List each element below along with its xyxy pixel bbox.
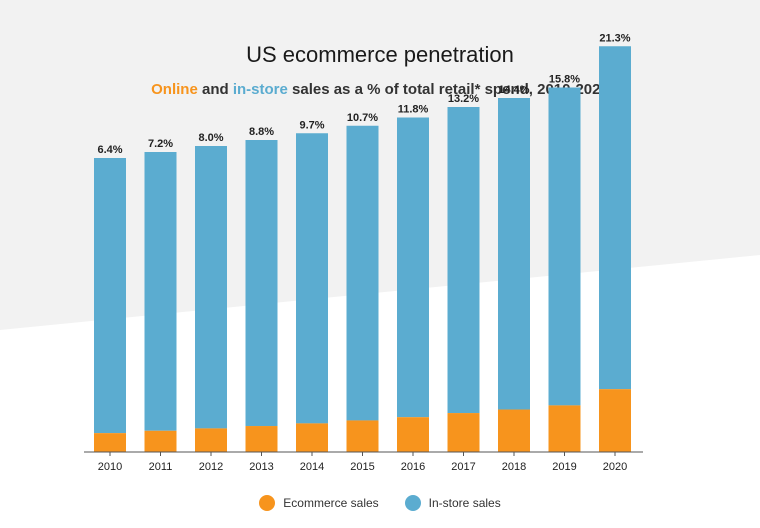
- data-label-2012: 8.0%: [198, 132, 223, 144]
- x-tick-label-2017: 2017: [451, 461, 475, 473]
- data-labels-group: 6.4% 7.2% 8.0% 8.8% 9.7% 10.7% 11.8% 13.2% 14.4%…: [97, 32, 630, 156]
- bar-ecommerce-2016: [397, 417, 429, 452]
- bars-group: [94, 46, 631, 452]
- bar-instore-2019: [548, 87, 581, 406]
- x-tick-label-2016: 2016: [401, 461, 425, 473]
- bar-instore-2010: [94, 158, 126, 434]
- x-tick-label-2015: 2015: [350, 461, 374, 473]
- x-tick-label-2012: 2012: [199, 461, 223, 473]
- data-label-2019: 15.8%: [549, 74, 580, 86]
- subtitle-rest: sales as a % of total retail* spend, 201…: [287, 81, 609, 98]
- legend-dot-ecommerce: [259, 495, 276, 511]
- x-tick-label-2019: 2019: [552, 461, 576, 473]
- legend-item-instore: In-store sales: [404, 495, 501, 511]
- subtitle-and: and: [197, 81, 233, 98]
- x-tick-label-2010: 2010: [98, 461, 122, 473]
- data-label-2014: 9.7%: [299, 119, 324, 131]
- x-tick-label-2014: 2014: [300, 461, 324, 473]
- bar-instore-2017: [447, 107, 480, 414]
- x-tick-label-2020: 2020: [603, 461, 627, 473]
- data-label-2018: 14.4%: [498, 84, 529, 96]
- chart-subtitle: Online and in-store sales as a % of tota…: [0, 81, 760, 98]
- subtitle-online: Online: [151, 81, 198, 98]
- bar-instore-2013: [245, 140, 278, 427]
- legend-label-instore: In-store sales: [428, 496, 501, 510]
- chart-title: US ecommerce penetration: [246, 42, 514, 67]
- bar-instore-2020: [599, 46, 631, 390]
- bar-ecommerce-2019: [548, 405, 581, 452]
- data-label-2017: 13.2%: [448, 93, 479, 105]
- bar-ecommerce-2020: [599, 389, 631, 452]
- x-tick-label-2013: 2013: [249, 461, 273, 473]
- bar-instore-2012: [195, 146, 227, 429]
- bar-ecommerce-2017: [447, 413, 480, 452]
- x-tick-label-2018: 2018: [502, 461, 526, 473]
- bar-instore-2018: [498, 98, 530, 410]
- data-label-2011: 7.2%: [148, 138, 173, 150]
- legend: Ecommerce sales In-store sales: [0, 495, 760, 511]
- bar-ecommerce-2013: [245, 426, 278, 452]
- x-ticks-group: 2010 2011 2012 2013 2014 2015 2016 2017 2018 2019…: [98, 452, 627, 473]
- bar-ecommerce-2010: [94, 433, 126, 452]
- data-label-2015: 10.7%: [347, 112, 378, 124]
- subtitle-instore: in-store: [232, 81, 288, 98]
- bar-ecommerce-2012: [195, 428, 227, 452]
- x-tick-label-2011: 2011: [149, 461, 173, 473]
- bar-ecommerce-2014: [296, 423, 328, 452]
- legend-item-ecommerce: Ecommerce sales: [259, 495, 379, 511]
- data-label-2013: 8.8%: [249, 126, 274, 138]
- legend-label-ecommerce: Ecommerce sales: [283, 496, 379, 510]
- bar-ecommerce-2015: [346, 420, 379, 452]
- data-label-2010: 6.4%: [97, 144, 122, 156]
- data-label-2020: 21.3%: [599, 32, 630, 44]
- bar-instore-2014: [296, 133, 328, 424]
- bar-instore-2011: [144, 152, 177, 431]
- bar-ecommerce-2011: [144, 430, 177, 452]
- bar-instore-2015: [346, 125, 379, 421]
- bar-instore-2016: [397, 117, 429, 418]
- legend-dot-instore: [404, 495, 421, 511]
- bar-ecommerce-2018: [498, 409, 530, 452]
- data-label-2016: 11.8%: [398, 104, 429, 116]
